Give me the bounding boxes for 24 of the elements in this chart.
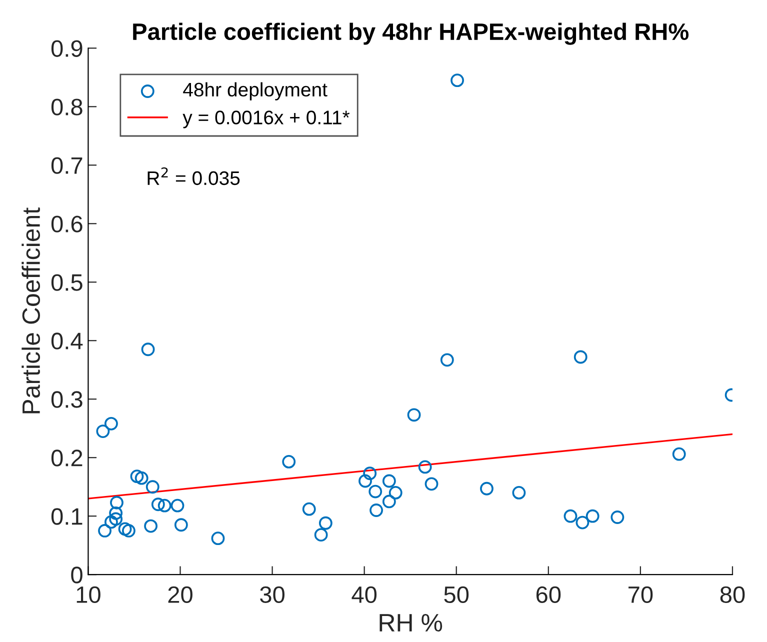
y-tick-label: 0.3 — [51, 391, 82, 408]
x-tick-label: 50 — [444, 586, 469, 604]
y-axis-title: Particle Coefficient — [22, 208, 40, 414]
chart-title: Particle coefficient by 48hr HAPEx-weighted RH% — [133, 22, 689, 45]
legend-label: y = 0.0016x + 0.11* — [182, 110, 350, 128]
x-tick-label: 40 — [352, 586, 377, 604]
x-tick-label: 80 — [720, 586, 745, 604]
x-tick-label: 70 — [628, 586, 653, 604]
y-tick-label: 0.7 — [51, 157, 82, 174]
y-tick-label: 0.1 — [51, 508, 82, 525]
x-axis-title: RH % — [380, 614, 442, 632]
y-tick-label: 0.6 — [51, 216, 82, 232]
legend-label: 48hr deployment — [183, 82, 328, 100]
y-tick-label: 0.4 — [51, 332, 83, 350]
y-tick-label: 0.2 — [51, 450, 82, 466]
x-tick-label: 10 — [76, 586, 100, 604]
y-tick-label: 0.8 — [51, 98, 82, 116]
x-tick-label: 30 — [260, 586, 284, 604]
y-tick-label: 0.5 — [51, 274, 82, 291]
x-tick-label: 20 — [168, 586, 192, 604]
y-tick-label: 0.9 — [51, 40, 82, 57]
annotation: R$^{2}$ = 0.035 — [148, 167, 240, 186]
y-tick-label: 0 — [71, 566, 82, 584]
x-tick-label: 60 — [536, 586, 561, 604]
